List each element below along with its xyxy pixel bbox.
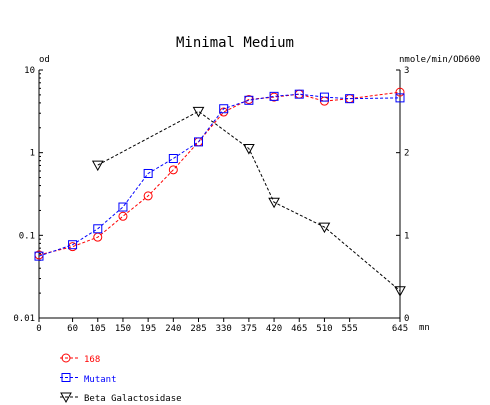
data-point-mutant [395,93,405,103]
data-point-beta-galactosidase [318,222,331,234]
data-point-mutant [244,95,254,105]
x-tick-label: 465 [291,324,307,334]
x-tick-label: 555 [341,324,357,334]
axes-layer: 0 60 105 150 195 240 285 330 375 420 465 510 555 6450… [13,66,409,334]
x-tick-label: 285 [190,324,206,334]
left-tick-label: 0.1 [19,231,35,241]
x-tick-label: 375 [241,324,257,334]
data-point-168 [395,87,405,97]
right-tick-label: 2 [404,149,409,159]
data-point-beta-galactosidase [268,197,280,209]
data-point-beta-galactosidase [91,160,104,172]
right-tick-label: 3 [404,66,409,76]
data-point-mutant [68,240,78,250]
left-tick-label: 0.01 [13,314,35,324]
right-tick-label: 0 [404,314,409,324]
x-tick-label: 330 [216,324,232,334]
left-tick-label: 10 [24,66,35,76]
series-line-beta-galactosidase [97,110,401,292]
x-tick-label: 510 [316,324,332,334]
x-tick-label: 645 [392,324,408,334]
data-point-mutant [118,202,128,212]
data-point-mutant [294,89,304,99]
x-tick-label: 150 [115,324,131,334]
data-point-mutant [34,251,44,261]
legend-symbol-mutant [61,373,71,382]
x-tick-label: 420 [266,324,282,334]
series-beta-galactosidase [91,106,406,297]
legend: 168 Mutant Beta Galactosidase [60,353,182,404]
data-point-mutant [319,92,329,102]
data-point-mutant [219,104,229,114]
legend-label-beta-galactosidase: Beta Galactosidase [84,394,182,404]
series-layer [34,87,406,297]
legend-marker-beta-galactosidase [60,392,78,404]
data-point-mutant [269,91,279,101]
data-point-168 [118,211,128,221]
x-tick-label: 240 [165,324,181,334]
x-tick-label: 0 [36,324,41,334]
legend-label-168: 168 [84,355,100,365]
data-point-mutant [345,94,355,104]
chart-title: Minimal Medium [176,35,294,51]
legend-marker-168 [60,353,78,363]
right-axis-label: nmole/min/OD600 [399,55,480,65]
legend-symbol-beta-galactosidase [60,392,72,404]
data-point-mutant [143,168,153,178]
data-point-168 [143,191,153,201]
x-axis-unit-label: mn [419,323,430,333]
series-mutant [34,89,405,261]
data-point-mutant [93,224,103,234]
x-tick-label: 60 [67,324,78,334]
left-axis-label: od [39,55,50,65]
data-point-beta-galactosidase [394,286,406,297]
right-tick-label: 1 [404,231,409,241]
data-point-beta-galactosidase [243,144,255,155]
x-tick-label: 105 [90,324,106,334]
data-point-mutant [168,154,178,164]
data-point-mutant [194,137,204,147]
legend-label-mutant: Mutant [84,375,117,385]
data-point-beta-galactosidase [192,106,205,118]
data-point-168 [168,165,178,175]
legend-marker-mutant [60,373,78,382]
left-tick-label: 1 [30,149,35,159]
x-tick-label: 195 [140,324,156,334]
legend-symbol-168 [61,353,71,363]
